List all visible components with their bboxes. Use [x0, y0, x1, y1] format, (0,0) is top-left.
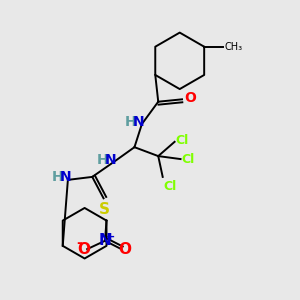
Text: N: N — [99, 233, 111, 248]
Text: H: H — [51, 170, 63, 184]
Text: O: O — [118, 242, 131, 256]
Text: O: O — [77, 242, 90, 256]
Text: Cl: Cl — [164, 180, 177, 193]
Text: Cl: Cl — [182, 153, 195, 166]
Text: CH₃: CH₃ — [224, 42, 242, 52]
Text: H: H — [125, 115, 136, 129]
Text: O: O — [184, 92, 196, 105]
Text: +: + — [106, 232, 116, 242]
Text: N: N — [60, 170, 71, 184]
Text: N: N — [133, 115, 145, 129]
Text: H: H — [97, 153, 108, 167]
Text: N: N — [105, 153, 116, 167]
Text: Cl: Cl — [176, 134, 189, 147]
Text: S: S — [99, 202, 110, 217]
Text: -: - — [76, 236, 82, 250]
